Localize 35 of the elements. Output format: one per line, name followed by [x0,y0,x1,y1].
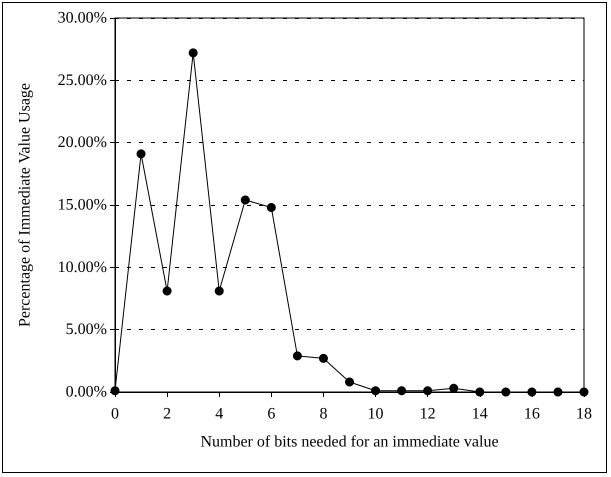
x-tick-label: 16 [524,406,540,422]
point [345,378,354,387]
x-axis-title: Number of bits needed for an immediate value [200,434,499,450]
point [266,202,276,212]
x-tick-label: 4 [215,406,224,422]
y-tick-label: 15.00% [58,196,107,214]
point [397,386,406,396]
y-axis-title: Percentage of Immediate Value Usage [16,82,34,328]
point [136,149,146,158]
x-tick-label: 18 [576,406,592,422]
point [423,386,432,396]
x-tick-label: 14 [472,406,488,422]
x-tick-label: 6 [267,406,276,422]
point [501,388,510,396]
x-tick-label: 2 [163,406,172,422]
point [371,386,380,396]
x-tick-label: 12 [420,406,436,422]
point [292,351,302,360]
point [214,286,224,296]
point [553,388,562,396]
y-tick-label: 25.00% [58,72,107,89]
x-tick-label: 8 [319,406,328,422]
point [527,388,536,396]
x-tick-label: 10 [368,406,384,422]
y-tick-label: 5.00% [66,321,107,338]
point [162,286,172,296]
y-tick-label: 10.00% [58,258,107,276]
point [475,388,484,396]
y-tick-label: 20.00% [58,134,107,152]
y-tick-label: 30.00% [58,10,107,26]
y-tick-label: 0.00% [66,384,107,400]
point [318,354,328,363]
x-tick-label: 0 [111,406,119,422]
point [240,196,250,205]
point [188,48,198,58]
